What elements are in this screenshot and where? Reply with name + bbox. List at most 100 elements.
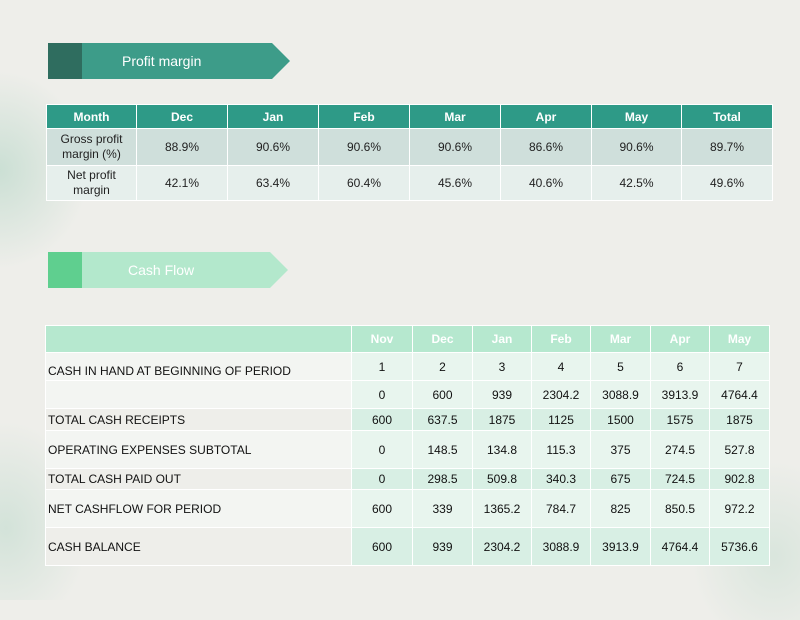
table-cell: 90.6%: [591, 128, 682, 166]
table-cell: 5736.6: [709, 527, 770, 566]
column-header: Nov: [351, 325, 413, 353]
table-cell: 40.6%: [500, 165, 592, 201]
table-cell: 1500: [590, 408, 651, 431]
column-header: Feb: [531, 325, 591, 353]
table-cell: 42.5%: [591, 165, 682, 201]
cash-flow-banner: Cash Flow: [48, 252, 288, 288]
table-row: NET CASHFLOW FOR PERIOD 600 339 1365.2 7…: [45, 489, 770, 528]
profit-margin-table: Month Dec Jan Feb Mar Apr May Total Gros…: [46, 104, 773, 201]
row-label-line: margin (%): [62, 147, 121, 161]
column-header: Dec: [136, 104, 228, 129]
table-cell: 148.5: [412, 430, 473, 469]
table-cell: 1125: [531, 408, 591, 431]
table-cell: 527.8: [709, 430, 770, 469]
table-cell: 637.5: [412, 408, 473, 431]
table-cell: 939: [412, 527, 473, 566]
table-cell: 600: [351, 408, 413, 431]
column-header: May: [591, 104, 682, 129]
column-header: Dec: [412, 325, 473, 353]
row-label: Net profit margin: [46, 165, 137, 201]
table-cell: 7: [709, 352, 770, 381]
table-header-row: Month Dec Jan Feb Mar Apr May Total: [46, 104, 773, 129]
table-cell: 3088.9: [531, 527, 591, 566]
table-cell: 63.4%: [227, 165, 319, 201]
table-cell: 42.1%: [136, 165, 228, 201]
column-header: May: [709, 325, 770, 353]
column-header: [45, 325, 352, 353]
table-cell: 49.6%: [681, 165, 773, 201]
table-row: TOTAL CASH RECEIPTS 600 637.5 1875 1125 …: [45, 408, 770, 431]
table-cell: 3: [472, 352, 532, 381]
row-label: [45, 380, 352, 409]
table-cell: 89.7%: [681, 128, 773, 166]
table-cell: 1: [351, 352, 413, 381]
table-cell: 675: [590, 468, 651, 490]
column-header: Mar: [409, 104, 501, 129]
cash-flow-table: Nov Dec Jan Feb Mar Apr May CASH IN HAND…: [45, 325, 770, 566]
table-cell: 340.3: [531, 468, 591, 490]
table-cell: 298.5: [412, 468, 473, 490]
table-cell: 4764.4: [650, 527, 710, 566]
table-cell: 509.8: [472, 468, 532, 490]
table-cell: 2304.2: [472, 527, 532, 566]
table-cell: 1875: [709, 408, 770, 431]
profit-margin-banner: Profit margin: [48, 43, 290, 79]
table-cell: 724.5: [650, 468, 710, 490]
table-row: Gross profit margin (%) 88.9% 90.6% 90.6…: [46, 128, 773, 166]
table-cell: 939: [472, 380, 532, 409]
row-label-line: Gross profit: [60, 132, 123, 146]
profit-margin-title: Profit margin: [122, 53, 202, 69]
table-row: CASH BALANCE 600 939 2304.2 3088.9 3913.…: [45, 527, 770, 566]
table-cell: 1365.2: [472, 489, 532, 528]
table-cell: 90.6%: [318, 128, 410, 166]
column-header: Total: [681, 104, 773, 129]
column-header: Apr: [500, 104, 592, 129]
row-label: TOTAL CASH PAID OUT: [45, 468, 352, 490]
table-cell: 825: [590, 489, 651, 528]
table-cell: 86.6%: [500, 128, 592, 166]
table-cell: 115.3: [531, 430, 591, 469]
table-cell: 784.7: [531, 489, 591, 528]
table-cell: 134.8: [472, 430, 532, 469]
table-cell: 600: [351, 527, 413, 566]
table-cell: 2: [412, 352, 473, 381]
column-header: Jan: [472, 325, 532, 353]
table-cell: 3913.9: [590, 527, 651, 566]
table-header-row: Nov Dec Jan Feb Mar Apr May: [45, 325, 770, 353]
table-row: Net profit margin 42.1% 63.4% 60.4% 45.6…: [46, 165, 773, 201]
column-header: Apr: [650, 325, 710, 353]
table-cell: 850.5: [650, 489, 710, 528]
banner-arrow: [82, 43, 290, 79]
table-cell: 339: [412, 489, 473, 528]
table-cell: 972.2: [709, 489, 770, 528]
row-label: CASH IN HAND AT BEGINNING OF PERIOD: [45, 352, 352, 381]
table-cell: 375: [590, 430, 651, 469]
table-cell: 600: [351, 489, 413, 528]
row-label: Gross profit margin (%): [46, 128, 137, 166]
table-cell: 2304.2: [531, 380, 591, 409]
row-label: TOTAL CASH RECEIPTS: [45, 408, 352, 431]
table-cell: 600: [412, 380, 473, 409]
table-cell: 3913.9: [650, 380, 710, 409]
banner-arrow: [82, 252, 288, 288]
table-cell: 274.5: [650, 430, 710, 469]
row-label: OPERATING EXPENSES SUBTOTAL: [45, 430, 352, 469]
table-cell: 90.6%: [409, 128, 501, 166]
table-cell: 1575: [650, 408, 710, 431]
column-header: Month: [46, 104, 137, 129]
column-header: Mar: [590, 325, 651, 353]
cash-flow-title: Cash Flow: [128, 262, 195, 278]
table-cell: 0: [351, 468, 413, 490]
table-cell: 3088.9: [590, 380, 651, 409]
table-cell: 0: [351, 430, 413, 469]
banner-square: [48, 43, 82, 79]
row-label-line: Net profit: [67, 168, 116, 182]
table-row: 0 600 939 2304.2 3088.9 3913.9 4764.4: [45, 380, 770, 409]
table-cell: 5: [590, 352, 651, 381]
row-label: CASH BALANCE: [45, 527, 352, 566]
column-header: Feb: [318, 104, 410, 129]
table-cell: 88.9%: [136, 128, 228, 166]
banner-square: [48, 252, 82, 288]
table-cell: 1875: [472, 408, 532, 431]
column-header: Jan: [227, 104, 319, 129]
